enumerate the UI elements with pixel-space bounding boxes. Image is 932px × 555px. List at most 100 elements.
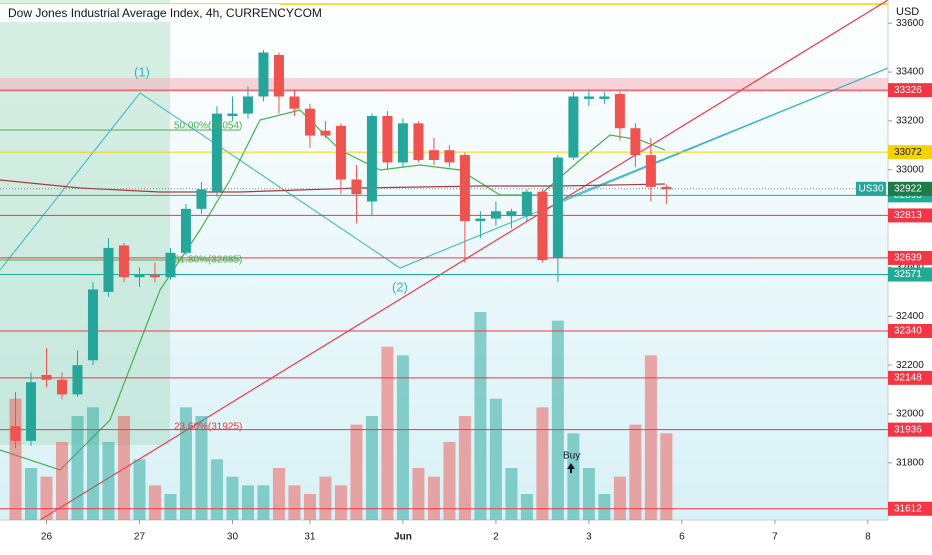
level-label: 31936 [894,424,922,435]
candle-body [227,113,238,117]
volume-bar [567,433,580,520]
candle-body [583,96,594,99]
candle-body [366,116,377,202]
resistance-zone [0,78,888,92]
level-label-bg [888,323,932,338]
level-label: 33072 [894,147,922,158]
y-tick-label: 33000 [896,164,924,175]
candle-body [25,382,36,441]
candle-body [273,54,284,97]
level-label-bg [888,208,932,223]
zigzag [0,67,889,271]
candle-body [149,274,160,278]
volume-bar [644,355,657,520]
marks: 3180032000322003240032600328003300033200… [0,18,932,543]
candle-body [459,155,470,222]
volume-bar [117,416,130,520]
volume-bar [334,485,347,520]
volume-bar [412,468,425,520]
candle-body [304,108,315,136]
candle-body [242,96,253,114]
level-label-bg [888,422,932,437]
volume-bar [102,442,115,520]
annotation: (1) [134,64,150,79]
volume-bar [272,468,285,520]
volume-bar [613,476,626,520]
candle-body [351,179,362,195]
volume-bar [365,416,378,520]
volume-bar [458,416,471,520]
annotation: 50.00%(33054) [174,121,242,132]
y-tick-label: 32400 [896,311,924,322]
volume-bar [489,398,502,520]
candle-body [180,208,191,253]
level-label-bg [888,250,932,265]
volume-bar [71,416,84,520]
volume-bar [396,355,409,520]
volume-bar [133,459,146,520]
candle-body [211,113,222,192]
volume-bar [210,459,223,520]
x-tick-label: Jun [394,532,412,543]
candle-body [444,150,455,163]
candle-body [258,52,269,97]
volume-bar [536,407,549,520]
candle-body [103,247,114,292]
candle-body [506,211,517,217]
volume-bar [381,346,394,520]
currency: USD [896,6,919,18]
level-label: 32340 [894,326,922,337]
volume-bar [86,407,99,520]
y-tick-label: 32000 [896,409,924,420]
candle-body [118,245,129,278]
volume-bar [443,442,456,520]
candle-body [521,191,532,217]
volume-bar [24,468,37,520]
level-label: 33326 [894,85,922,96]
candle-body [134,274,145,278]
volume-bar [505,468,518,520]
candle-body [413,123,424,160]
candle-body [661,186,672,190]
level-label: 32571 [894,269,922,280]
candle-body [320,130,331,136]
level-label-bg [888,145,932,160]
last-price-label: 32922 [894,183,922,194]
symbol-label: US30 [858,183,883,194]
level-label-bg [888,83,932,98]
x-tick-label: 30 [227,532,239,543]
chart-title: Dow Jones Industrial Average Index, 4h, … [8,6,322,20]
candle-body [552,157,563,258]
candle-body [87,289,98,361]
y-tick-label: 33400 [896,67,924,78]
candle-body [614,94,625,129]
candle-body [72,365,83,395]
level-label: 32813 [894,210,922,221]
y-tick-label: 31800 [896,457,924,468]
candle-body [645,155,656,187]
last-price-bg [888,181,932,196]
volume-bar [629,424,642,520]
level-label: 32148 [894,372,922,383]
candle-body [397,123,408,163]
x-tick-label: 27 [134,532,146,543]
candle-body [475,218,486,222]
x-tick-label: 31 [304,532,316,543]
symbol-bg [856,181,886,196]
annotation: 23.60%(31925) [174,422,242,433]
x-tick-label: 26 [41,532,53,543]
volume-bar [303,494,316,520]
candle-body [568,96,579,158]
volume-bar [474,312,487,520]
volume-bar [179,407,192,520]
volume-bar [288,485,301,520]
volume-bar [520,494,533,520]
x-tick-label: 7 [772,532,778,543]
volume-bar [241,485,254,520]
level-label: 31612 [894,503,922,514]
volume-bar [551,320,564,520]
volume-bar [40,476,53,520]
candle-body [165,252,176,278]
level-label-bg [888,267,932,282]
